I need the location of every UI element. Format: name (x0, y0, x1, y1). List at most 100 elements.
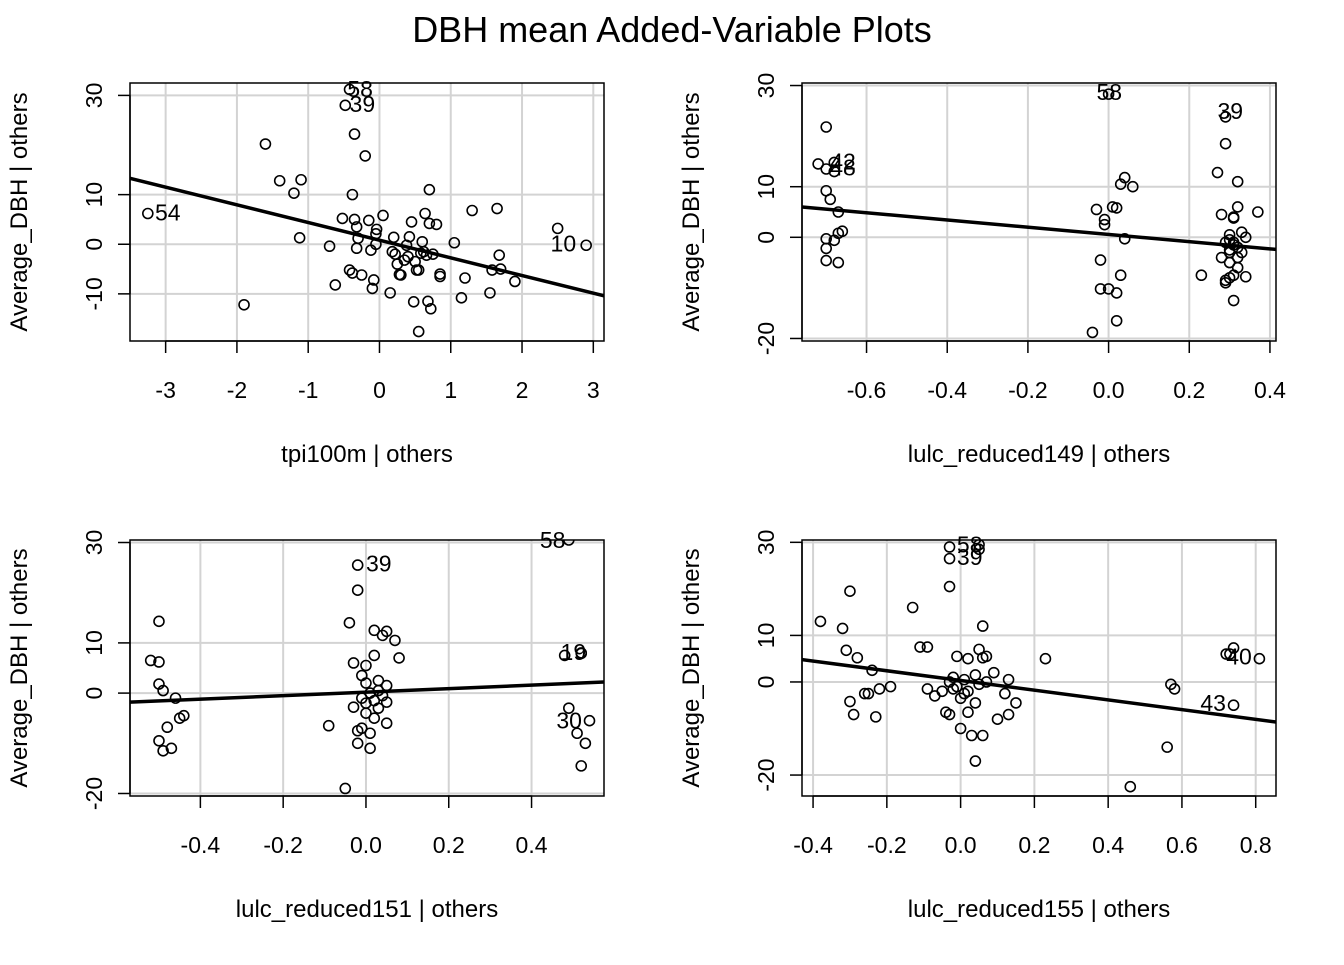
panel-3-point-32 (368, 649, 381, 662)
panel-2-point-49 (1231, 201, 1244, 213)
panel-3-x-axis: -0.4 -0.2 0.0 0.2 0.4 (181, 795, 548, 858)
panel-2-point-35 (1219, 111, 1232, 123)
panel-2: -0.6 -0.4 -0.2 0.0 0.2 0.4 -20 0 10 30 lulc_reduce… (678, 73, 1286, 468)
panel-4-point-63 (1227, 642, 1240, 654)
panel-1-point-66 (491, 202, 503, 215)
panel-3-point-42 (380, 696, 393, 708)
panel-3-point-2 (153, 656, 165, 668)
panel-4-point-label-1: 39 (957, 544, 983, 570)
panel-4-point-2 (840, 644, 853, 657)
panel-3-y-tick-label-1: 0 (81, 687, 107, 700)
panel-4-point-35 (962, 706, 974, 719)
panel-1-point-33 (389, 248, 401, 260)
panel-3: -0.4 -0.2 0.0 0.2 0.4 -20 0 10 30 lulc_reduced151… (6, 527, 605, 923)
panel-1-y-tick-label-0: -10 (81, 277, 107, 310)
panel-2-grid (802, 83, 1276, 341)
panel-1-plot-box (129, 82, 605, 342)
panel-1-y-axis: -10 0 10 30 (81, 83, 131, 310)
panel-2-point-1 (820, 121, 833, 133)
panel-3-point-25 (360, 677, 372, 689)
panel-3-point-53 (583, 714, 596, 727)
panel-1-point-60 (448, 236, 461, 249)
panel-1-point-25 (367, 274, 380, 286)
panel-4-point-52 (1002, 673, 1015, 686)
panel-1-point-59 (434, 270, 446, 283)
panel-3-point-34 (368, 712, 381, 724)
panel-4-point-7 (858, 687, 871, 700)
panel-3-point-18 (351, 584, 364, 596)
panel-3-point-41 (380, 679, 393, 692)
panel-2-point-25 (1110, 314, 1123, 327)
panel-4-point-37 (969, 669, 982, 681)
panel-1-point-0 (142, 207, 154, 220)
panel-3-point-49 (571, 727, 583, 740)
panel-3-point-43 (380, 717, 393, 730)
panel-2-point-47 (1227, 294, 1240, 307)
panel-2-point-55 (1239, 231, 1252, 244)
panel-1-point-17 (343, 264, 356, 276)
panel-3-point-17 (351, 559, 364, 571)
panel-1-x-tick-label-6: 3 (587, 377, 600, 403)
panel-2-point-13 (832, 256, 845, 269)
panel-4-point-13 (906, 601, 919, 614)
panel-2-y-axis: -20 0 10 30 (753, 73, 803, 355)
panel-1-point-40 (403, 231, 416, 243)
panel-3-point-10 (178, 709, 190, 722)
panel-1-x-tick-label-0: -3 (155, 377, 175, 403)
panel-4-x-axis: -0.4 -0.2 0.0 0.2 0.4 0.6 0.8 (793, 795, 1272, 858)
panel-2-point-60 (1227, 212, 1240, 224)
panel-1-point-55 (424, 302, 437, 315)
panel-4-point-57 (1161, 741, 1173, 753)
panel-3-y-tick-label-2: 10 (81, 630, 107, 656)
panel-1-point-label-2: 54 (155, 199, 181, 225)
panel-1-y-tick-label-2: 10 (81, 182, 107, 208)
figure-title: DBH mean Added-Variable Plots (412, 9, 932, 50)
panel-4-point-21 (943, 552, 956, 565)
panel-4-point-14 (914, 641, 926, 653)
panel-4-x-tick-label-3: 0.2 (1018, 832, 1050, 858)
panel-4-point-10 (869, 711, 882, 723)
panel-1-point-18 (346, 267, 359, 279)
panel-4-point-16 (921, 683, 934, 695)
panel-4-point-60 (1220, 648, 1233, 660)
panel-1-point-1 (238, 298, 250, 311)
panel-1-point-31 (386, 245, 399, 258)
panel-3-point-44 (389, 634, 401, 647)
panel-1-point-19 (350, 242, 363, 255)
panel-4-point-64 (1253, 652, 1266, 665)
panel-1-point-label-1: 39 (350, 91, 376, 117)
panel-1-point-30 (384, 287, 396, 299)
panel-1-x-label: tpi100m | others (281, 441, 453, 468)
panel-3-point-31 (368, 624, 381, 637)
panel-3-point-40 (380, 625, 393, 638)
panel-1-point-label-3: 10 (551, 230, 577, 256)
panel-2-x-axis: -0.6 -0.4 -0.2 0.0 0.2 0.4 (847, 340, 1286, 403)
panel-3-x-tick-label-0: -0.4 (181, 832, 221, 858)
panel-4-x-tick-label-2: 0.0 (945, 832, 977, 858)
panel-2-x-tick-label-1: -0.4 (927, 377, 967, 403)
panel-2-point-29 (1118, 171, 1131, 184)
panel-1-point-61 (455, 292, 468, 304)
panel-2-point-4 (824, 193, 837, 206)
panel-4-point-6 (851, 651, 864, 664)
panel-3-point-11 (165, 742, 178, 755)
panel-2-point-label-2: 42 (830, 148, 856, 174)
panel-1-x-axis: -3 -2 -1 0 1 2 3 (155, 340, 600, 403)
panel-3-point-1 (153, 615, 165, 628)
panel-2-x-label: lulc_reduced149 | others (908, 441, 1170, 468)
panel-3-point-label-2: 19 (561, 639, 587, 665)
panel-3-point-7 (157, 745, 169, 757)
panel-1-fit-line (130, 176, 604, 298)
panel-1-point-42 (407, 296, 420, 308)
panel-3-y-axis: -20 0 10 30 (81, 530, 131, 810)
panel-1-point-71 (580, 239, 592, 252)
panel-1-point-37 (398, 254, 411, 266)
panel-1-x-tick-label-5: 2 (516, 377, 529, 403)
panel-4-x-tick-label-6: 0.8 (1240, 832, 1272, 858)
panel-2-y-tick-label-3: 30 (753, 73, 779, 99)
panel-4-point-8 (862, 687, 875, 700)
panel-4-point-59 (1168, 683, 1181, 695)
panel-4-point-18 (936, 685, 948, 698)
